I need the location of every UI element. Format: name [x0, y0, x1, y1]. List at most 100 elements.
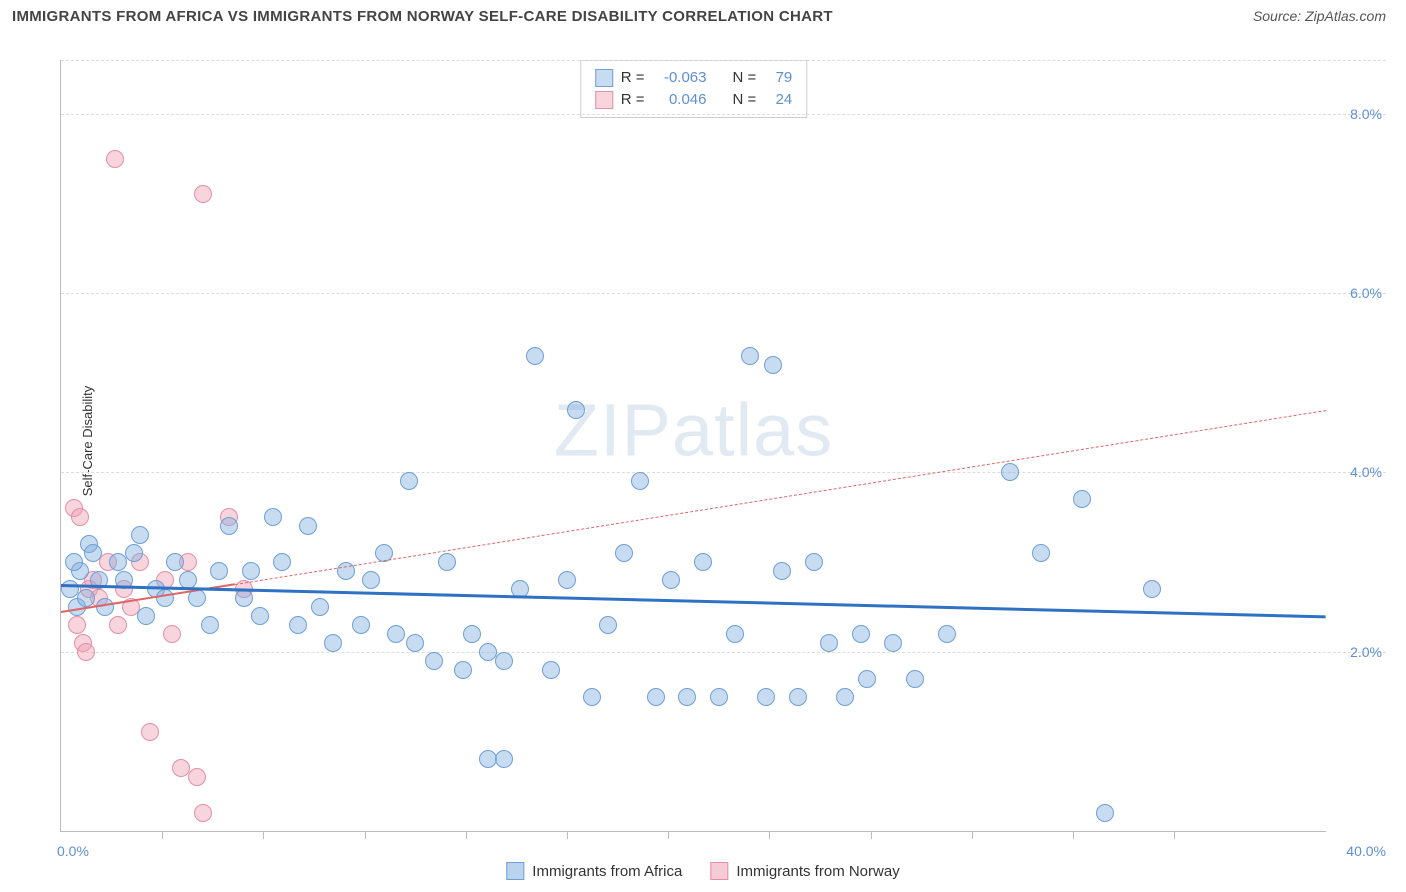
legend-label-norway: Immigrants from Norway	[736, 863, 899, 880]
x-tick	[567, 831, 568, 839]
data-point-africa	[454, 661, 472, 679]
data-point-africa	[906, 670, 924, 688]
data-point-africa	[495, 652, 513, 670]
data-point-africa	[1032, 544, 1050, 562]
data-point-africa	[662, 571, 680, 589]
stats-row-africa: R = -0.063 N = 79	[595, 67, 793, 89]
x-tick	[769, 831, 770, 839]
data-point-africa	[264, 508, 282, 526]
data-point-norway	[194, 185, 212, 203]
data-point-africa	[425, 652, 443, 670]
data-point-africa	[1143, 580, 1161, 598]
x-tick	[1174, 831, 1175, 839]
data-point-norway	[141, 723, 159, 741]
legend-swatch-africa	[506, 862, 524, 880]
data-point-norway	[106, 150, 124, 168]
r-label: R =	[621, 89, 645, 111]
data-point-africa	[463, 625, 481, 643]
x-tick	[972, 831, 973, 839]
data-point-africa	[362, 571, 380, 589]
data-point-africa	[599, 616, 617, 634]
data-point-africa	[65, 553, 83, 571]
data-point-norway	[71, 508, 89, 526]
x-tick	[365, 831, 366, 839]
data-point-africa	[1096, 804, 1114, 822]
data-point-africa	[820, 634, 838, 652]
stats-row-norway: R = 0.046 N = 24	[595, 89, 793, 111]
y-tick-label: 6.0%	[1350, 285, 1382, 301]
data-point-africa	[289, 616, 307, 634]
n-value-norway: 24	[764, 89, 792, 111]
plot-area: ZIPatlas R = -0.063 N = 79 R = 0.046 N =…	[60, 60, 1326, 832]
r-label: R =	[621, 67, 645, 89]
data-point-africa	[836, 688, 854, 706]
watermark: ZIPatlas	[554, 388, 833, 473]
data-point-africa	[726, 625, 744, 643]
data-point-africa	[884, 634, 902, 652]
data-point-africa	[583, 688, 601, 706]
x-tick	[162, 831, 163, 839]
data-point-africa	[495, 750, 513, 768]
chart-header: IMMIGRANTS FROM AFRICA VS IMMIGRANTS FRO…	[0, 0, 1406, 36]
x-tick	[466, 831, 467, 839]
data-point-africa	[324, 634, 342, 652]
regression-line-norway	[235, 410, 1326, 585]
legend-item-norway: Immigrants from Norway	[710, 862, 899, 880]
data-point-africa	[615, 544, 633, 562]
data-point-africa	[242, 562, 260, 580]
swatch-norway	[595, 91, 613, 109]
n-label: N =	[733, 67, 757, 89]
data-point-norway	[109, 616, 127, 634]
legend: Immigrants from Africa Immigrants from N…	[506, 862, 899, 880]
data-point-norway	[188, 768, 206, 786]
data-point-africa	[201, 616, 219, 634]
data-point-africa	[757, 688, 775, 706]
chart-container: Self-Care Disability ZIPatlas R = -0.063…	[32, 40, 1396, 842]
data-point-africa	[166, 553, 184, 571]
data-point-africa	[273, 553, 291, 571]
data-point-africa	[77, 589, 95, 607]
data-point-africa	[852, 625, 870, 643]
x-tick	[263, 831, 264, 839]
grid-line	[61, 293, 1386, 294]
data-point-africa	[631, 472, 649, 490]
data-point-africa	[694, 553, 712, 571]
data-point-norway	[194, 804, 212, 822]
data-point-africa	[137, 607, 155, 625]
data-point-africa	[387, 625, 405, 643]
data-point-africa	[678, 688, 696, 706]
data-point-africa	[311, 598, 329, 616]
stats-box: R = -0.063 N = 79 R = 0.046 N = 24	[580, 60, 808, 118]
r-value-norway: 0.046	[653, 89, 707, 111]
legend-swatch-norway	[710, 862, 728, 880]
legend-label-africa: Immigrants from Africa	[532, 863, 682, 880]
data-point-africa	[526, 347, 544, 365]
y-tick-label: 2.0%	[1350, 644, 1382, 660]
y-tick-label: 8.0%	[1350, 106, 1382, 122]
data-point-africa	[805, 553, 823, 571]
x-tick	[871, 831, 872, 839]
data-point-africa	[125, 544, 143, 562]
grid-line	[61, 652, 1386, 653]
data-point-africa	[131, 526, 149, 544]
swatch-africa	[595, 69, 613, 87]
data-point-africa	[1001, 463, 1019, 481]
n-value-africa: 79	[764, 67, 792, 89]
r-value-africa: -0.063	[653, 67, 707, 89]
data-point-africa	[710, 688, 728, 706]
data-point-africa	[764, 356, 782, 374]
grid-line	[61, 114, 1386, 115]
data-point-africa	[220, 517, 238, 535]
data-point-africa	[647, 688, 665, 706]
data-point-norway	[77, 643, 95, 661]
data-point-africa	[558, 571, 576, 589]
x-max-label: 40.0%	[1346, 843, 1386, 859]
chart-title: IMMIGRANTS FROM AFRICA VS IMMIGRANTS FRO…	[12, 8, 1394, 25]
data-point-africa	[352, 616, 370, 634]
data-point-africa	[210, 562, 228, 580]
data-point-africa	[400, 472, 418, 490]
data-point-africa	[406, 634, 424, 652]
data-point-africa	[251, 607, 269, 625]
n-label: N =	[733, 89, 757, 111]
data-point-africa	[741, 347, 759, 365]
